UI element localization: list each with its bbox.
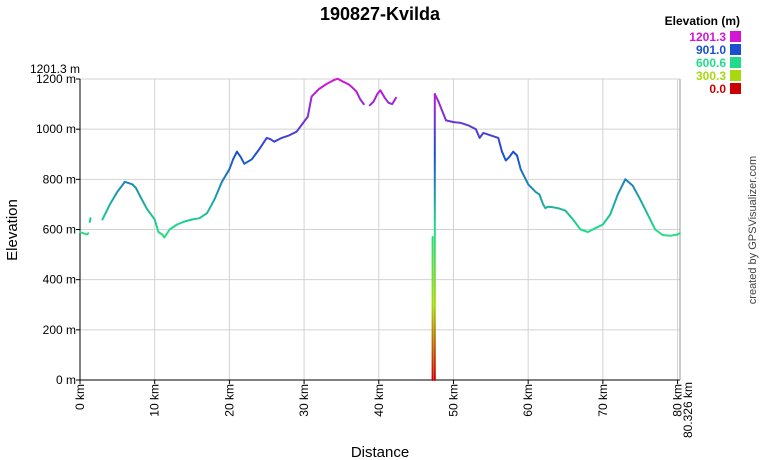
credit-text: created by GPSVisualizer.com [747, 156, 759, 304]
legend-entry-label: 0.0 [709, 82, 726, 96]
y-tick-label: 1000 m [36, 122, 76, 136]
legend-entry-label: 901.0 [696, 43, 726, 57]
x-axis-end-label: 80.326 km [681, 382, 695, 438]
y-tick-label: 0 m [56, 373, 76, 387]
elevation-line-segment [79, 231, 90, 236]
grid [76, 78, 680, 384]
y-tick-labels: 0 m 200 m 400 m 600 m 800 m 1000 m 1200 m [36, 72, 76, 387]
elevation-line-segment [88, 217, 92, 223]
legend-swatch [730, 83, 741, 94]
x-tick-label: 40 km [372, 384, 386, 417]
y-tick-label: 800 m [43, 172, 76, 186]
legend-swatch [730, 57, 741, 68]
x-tick-label: 50 km [446, 384, 460, 417]
x-tick-label: 80 km [671, 384, 685, 417]
elevation-line-segment [368, 89, 397, 107]
legend-swatch [730, 44, 741, 55]
x-tick-label: 20 km [222, 384, 236, 417]
elevation-line-segment [101, 77, 365, 239]
legend-title: Elevation (m) [665, 14, 740, 28]
x-axis-title: Distance [351, 444, 409, 460]
y-tick-label: 600 m [43, 223, 76, 237]
x-tick-label: 70 km [596, 384, 610, 417]
x-tick-labels: 0 km 10 km 20 km 30 km 40 km 50 km 60 km 70 km 8… [73, 384, 685, 417]
y-tick-label: 400 m [43, 273, 76, 287]
legend-swatch [730, 31, 741, 42]
legend-entry-label: 1201.3 [689, 30, 726, 44]
y-tick-label: 1200 m [36, 72, 76, 86]
x-tick-label: 10 km [148, 384, 162, 417]
x-tick-label: 60 km [521, 384, 535, 417]
legend-entry-label: 300.3 [696, 69, 726, 83]
legend-entry-label: 600.6 [696, 56, 726, 70]
x-tick-label: 30 km [297, 384, 311, 417]
chart-title: 190827-Kvilda [320, 4, 441, 24]
y-tick-label: 200 m [43, 323, 76, 337]
legend-swatch [730, 70, 741, 81]
elevation-series [79, 77, 681, 381]
elevation-line-segment [433, 93, 681, 237]
y-axis-title: Elevation [4, 199, 21, 261]
max-elevation-label: 1201.3 m [30, 62, 80, 76]
x-tick-label: 0 km [73, 384, 87, 410]
